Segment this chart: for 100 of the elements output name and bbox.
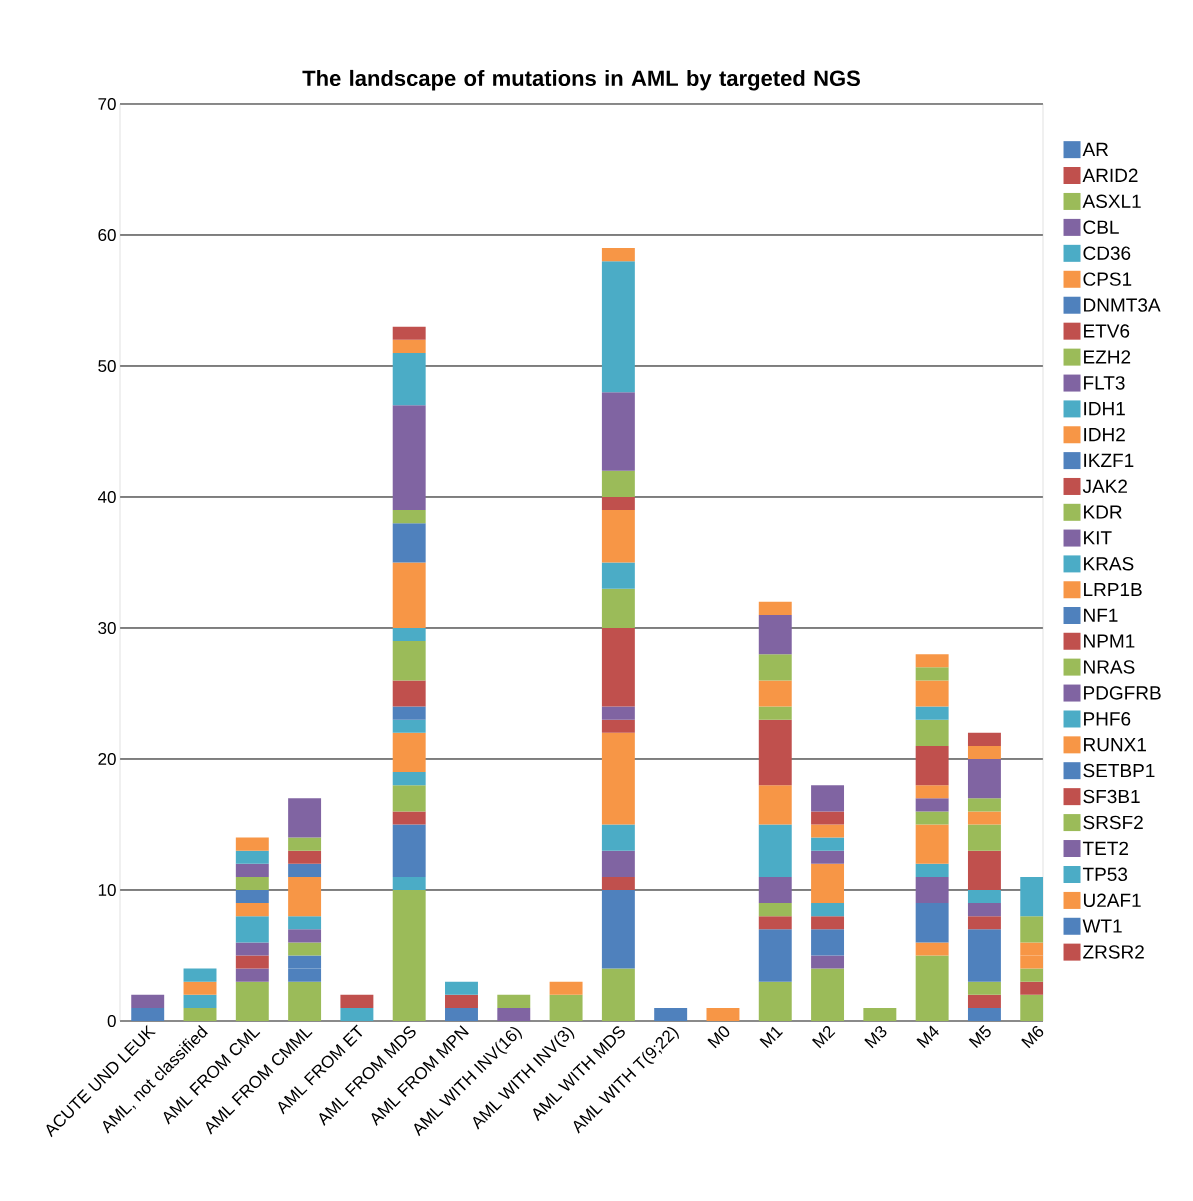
legend-label: SETBP1	[1083, 763, 1155, 778]
x-tick-label: M4	[916, 1025, 939, 1049]
legend-label: PDGFRB	[1084, 686, 1161, 700]
bar	[235, 837, 269, 851]
bar	[445, 1007, 478, 1021]
bar	[235, 890, 269, 904]
bar	[915, 824, 949, 864]
bar	[235, 981, 269, 1021]
bar	[811, 785, 845, 812]
bar	[392, 706, 426, 720]
bar	[601, 890, 635, 969]
bar	[758, 824, 792, 877]
bar	[601, 628, 635, 707]
bar	[967, 745, 1001, 759]
bar	[601, 732, 635, 825]
bar	[758, 981, 792, 1021]
y-tick-label: 50	[98, 359, 116, 373]
bar	[235, 942, 269, 956]
bar	[235, 850, 269, 864]
legend-label: KIT	[1084, 531, 1112, 545]
bar	[235, 968, 269, 982]
bar	[235, 903, 269, 917]
bar	[601, 588, 635, 628]
bar	[601, 261, 635, 393]
bar	[340, 994, 374, 1008]
bar	[183, 968, 217, 982]
bar	[811, 850, 845, 864]
bar	[392, 824, 426, 877]
bar	[392, 523, 426, 563]
legend-label: CPS1	[1083, 272, 1132, 286]
legend-label: IDH2	[1084, 427, 1125, 442]
bar	[967, 732, 1001, 746]
bar	[235, 876, 269, 890]
bar	[392, 326, 426, 340]
legend-label: KRAS	[1084, 557, 1134, 571]
bar	[392, 772, 426, 786]
bar	[392, 562, 426, 628]
bar	[811, 824, 845, 838]
bar	[288, 850, 322, 864]
bar	[183, 1007, 217, 1021]
bar	[601, 824, 635, 851]
bar	[392, 339, 426, 353]
bar	[915, 654, 949, 668]
bar	[601, 706, 635, 720]
bar	[288, 929, 322, 943]
bar	[392, 510, 426, 524]
bar	[967, 798, 1001, 812]
bar	[601, 510, 635, 563]
bar	[601, 876, 635, 890]
bar	[915, 942, 949, 956]
bar	[131, 1007, 165, 1021]
bar	[445, 994, 478, 1008]
bar	[811, 811, 845, 825]
chart-title: The landscape of mutations in AML by targeted NGS	[302, 69, 860, 91]
bar	[758, 876, 792, 904]
bar	[811, 968, 845, 1021]
bar	[392, 719, 426, 733]
legend-label: CD36	[1083, 246, 1131, 260]
bar	[915, 798, 949, 812]
bar	[288, 916, 322, 930]
bar	[915, 955, 949, 1021]
bar	[915, 811, 949, 825]
legend-label: EZH2	[1084, 350, 1131, 364]
legend-label: NF1	[1084, 608, 1118, 622]
y-tick-label: 40	[97, 490, 116, 504]
bar	[967, 759, 1001, 799]
legend-label: FLT3	[1084, 376, 1125, 390]
bar	[601, 248, 635, 262]
bar	[340, 1007, 374, 1021]
bar	[915, 745, 949, 786]
legend-label: AR	[1082, 142, 1109, 156]
bar	[967, 890, 1001, 904]
bar	[758, 903, 792, 917]
legend-label: ZRSR2	[1083, 945, 1144, 959]
y-tick-label: 30	[98, 621, 116, 635]
bar	[288, 876, 322, 917]
y-tick-label: 20	[98, 752, 116, 766]
bar	[811, 955, 845, 969]
bar	[758, 916, 792, 930]
bar	[601, 562, 635, 589]
legend-label: ARID2	[1082, 168, 1138, 182]
legend-label: U2AF1	[1083, 893, 1141, 907]
legend-label: CBL	[1083, 220, 1119, 234]
bar	[758, 614, 792, 655]
bar	[392, 680, 426, 707]
legend-label: WT1	[1082, 919, 1122, 933]
bar	[497, 1007, 531, 1021]
bar	[288, 837, 322, 851]
legend-label: ASXL1	[1082, 194, 1141, 209]
bar	[967, 916, 1001, 930]
bar	[601, 968, 635, 1021]
bar	[288, 798, 322, 838]
bar	[392, 811, 426, 825]
bar	[811, 916, 845, 930]
bar	[601, 392, 635, 471]
bar	[967, 981, 1001, 995]
legend-label: IDH1	[1084, 402, 1125, 416]
legend-label: IKZF1	[1084, 453, 1134, 467]
bar	[915, 785, 949, 799]
y-tick-label: 0	[107, 1014, 116, 1028]
